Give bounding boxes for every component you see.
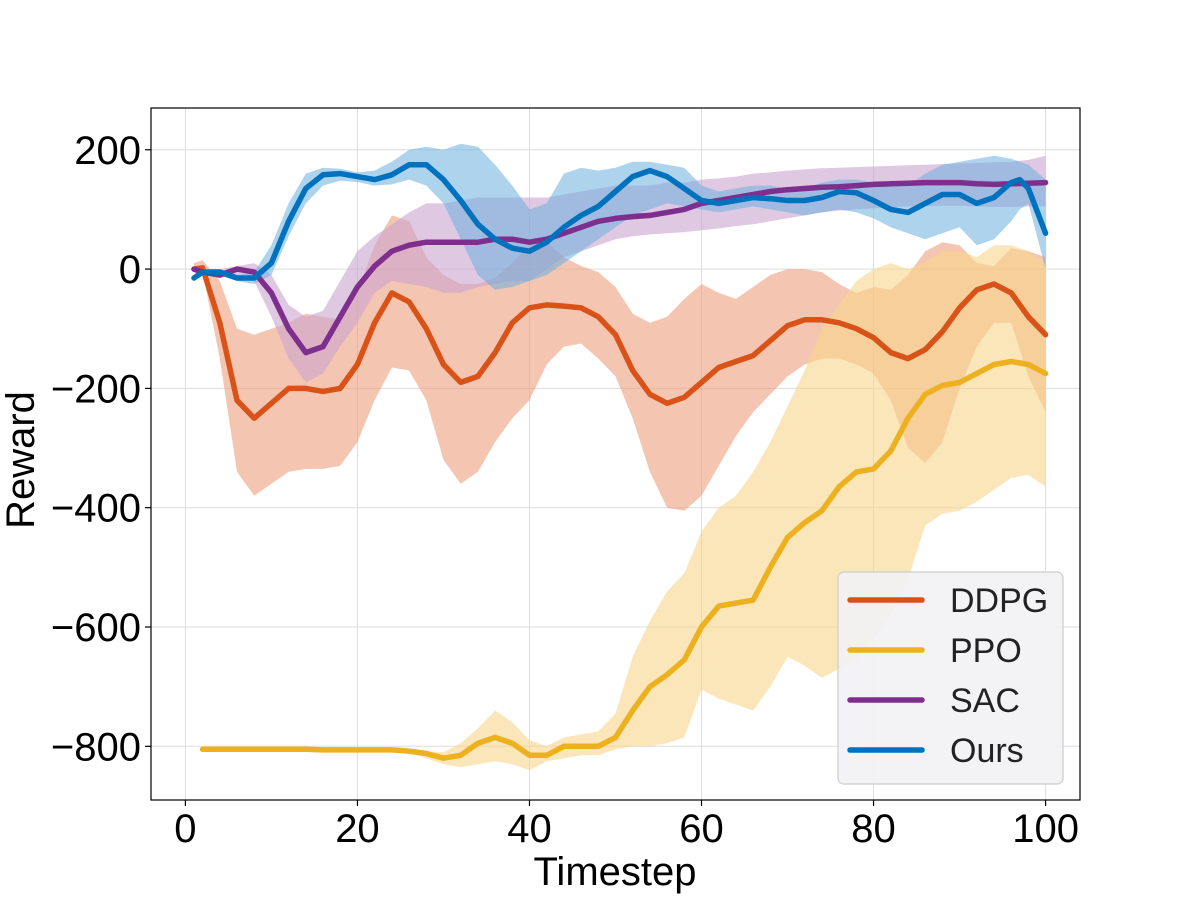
x-tick-label: 80 [851, 807, 896, 851]
line-ours [191, 161, 1049, 281]
y-tick-label: −600 [51, 606, 141, 650]
band-ppo [202, 245, 1046, 771]
series-lines [191, 161, 1049, 761]
line-ddpg [191, 265, 1049, 421]
x-tick-label: 60 [679, 807, 724, 851]
line-sac [191, 179, 1049, 356]
x-tick-label: 100 [1012, 807, 1079, 851]
x-tick-label: 20 [335, 807, 380, 851]
legend: DDPG PPO SAC Ours [837, 571, 1064, 785]
legend-box [837, 571, 1064, 785]
legend-label-ddpg: DDPG [950, 582, 1048, 620]
y-tick-label: −200 [51, 367, 141, 411]
legend-label-ours: Ours [950, 732, 1024, 770]
y-tick-label: −800 [51, 725, 141, 769]
legend-label-ppo: PPO [950, 632, 1022, 670]
y-axis-ticks: −800 −600 −400 −200 0 200 [51, 129, 151, 769]
y-tick-label: −400 [51, 487, 141, 531]
band-ddpg [194, 215, 1046, 511]
y-tick-label: 200 [74, 129, 141, 173]
x-axis-ticks: 0 20 40 60 80 100 [174, 800, 1079, 851]
x-axis-title: Timestep [533, 850, 696, 894]
x-tick-label: 40 [507, 807, 552, 851]
y-axis-title: Reward [0, 391, 43, 529]
y-tick-label: 0 [119, 248, 141, 292]
line-ppo [199, 358, 1049, 761]
legend-label-sac: SAC [950, 682, 1020, 720]
plot-frame [150, 107, 1081, 801]
x-tick-label: 0 [174, 807, 196, 851]
